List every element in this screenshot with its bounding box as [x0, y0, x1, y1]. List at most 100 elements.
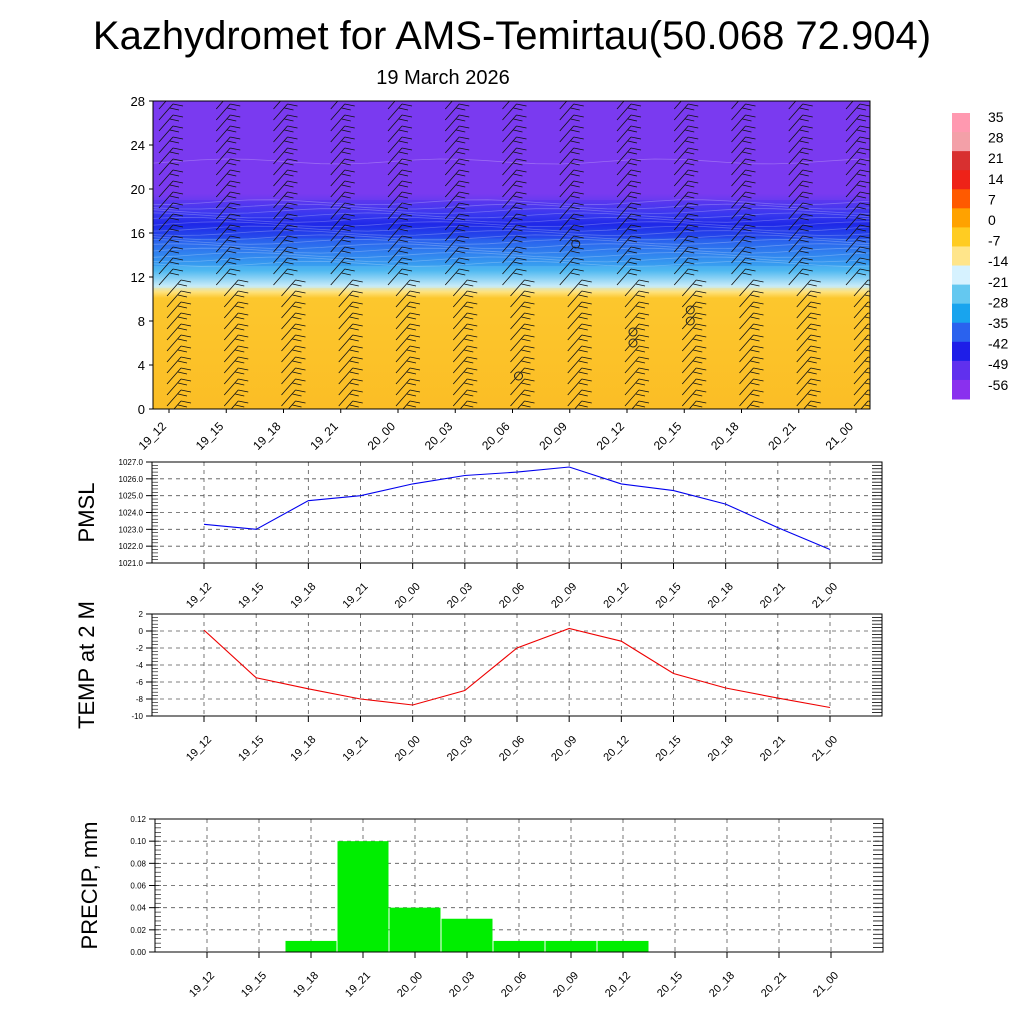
wind-barb-flag [742, 195, 752, 199]
wind-barb-staff [215, 147, 231, 165]
wind-barb-flag [635, 349, 646, 353]
wind-barb-staff [223, 345, 239, 363]
wind-barb-flag [810, 279, 821, 283]
wind-barb-flag [169, 129, 180, 133]
wind-barb [616, 191, 642, 209]
heatmap-x-tick-label: 19_15 [193, 419, 227, 453]
wind-barb [502, 169, 527, 187]
wind-barb [731, 246, 756, 264]
wind-barb-staff [845, 158, 861, 176]
wind-barb-staff [616, 114, 632, 132]
wind-barb-staff [444, 202, 460, 220]
wind-barb-staff [624, 312, 640, 330]
wind-barb-flag [467, 367, 478, 371]
colorbar-swatch [952, 303, 970, 324]
wind-barb-flag [227, 151, 237, 155]
wind-barb [281, 290, 306, 308]
wind-barb-staff [330, 136, 346, 154]
wind-barb-flag [521, 349, 531, 353]
wind-barb-flag [352, 334, 363, 338]
wind-barb-flag [169, 173, 180, 177]
wind-barb-flag [630, 257, 642, 261]
wind-barb-flag [235, 327, 245, 331]
wind-barb-flag [742, 228, 752, 232]
wind-barb-flag [292, 327, 302, 331]
wind-barb [559, 114, 584, 132]
wind-barb-staff [788, 101, 797, 110]
wind-barb-staff [559, 202, 575, 220]
wind-barb-flag [177, 360, 188, 364]
wind-barb-staff [387, 101, 396, 110]
wind-barb-staff [338, 290, 354, 308]
wind-barb [215, 213, 241, 231]
wind-barb-flag [742, 107, 752, 111]
wind-barb-staff [574, 400, 583, 409]
wind-barb [796, 312, 821, 330]
wind-barb-staff [387, 147, 403, 165]
wind-barb-staff [387, 235, 403, 253]
wind-barb-flag [238, 389, 249, 393]
contour-line-14 [153, 199, 870, 206]
wind-barb-flag [573, 158, 584, 162]
wind-barb-flag [688, 93, 698, 95]
wind-barb [223, 323, 249, 341]
wind-barb-staff [788, 257, 804, 275]
wind-barb [673, 224, 699, 242]
wind-barb-staff [673, 101, 682, 110]
precip-frame [154, 818, 884, 953]
wind-barb [387, 136, 413, 154]
wind-barb [681, 367, 707, 385]
wind-barb-flag [573, 180, 584, 184]
wind-barb-flag [799, 250, 809, 254]
wind-barb [731, 103, 756, 121]
wind-barb [502, 191, 527, 209]
wind-barb-flag [409, 290, 421, 294]
wind-barb-staff [845, 246, 861, 264]
wind-barb-flag [292, 305, 302, 309]
wind-barb-staff [281, 389, 296, 407]
wind-barb [158, 169, 184, 187]
wind-barb-flag [807, 349, 817, 353]
wind-barb-flag [459, 93, 469, 95]
wind-barb-flag [856, 250, 867, 254]
wind-barb-staff [444, 169, 460, 187]
wind-barb-staff [796, 290, 812, 308]
wind-barb-flag [406, 327, 417, 331]
wind-barb-staff [273, 101, 282, 110]
wind-barb-flag [401, 114, 413, 118]
colorbar-swatch [952, 170, 970, 190]
wind-barb-flag [630, 180, 642, 184]
precip-x-tick-label: 20_12 [603, 970, 633, 1000]
wind-barb-staff [681, 301, 697, 319]
wind-barb [796, 378, 821, 396]
colorbar-swatch [952, 246, 970, 267]
wind-barb-flag [398, 118, 409, 122]
wind-barb-flag [459, 147, 470, 151]
wind-barb [395, 312, 421, 330]
wind-barb [681, 312, 707, 330]
wind-barb [673, 180, 699, 198]
temp-x-tick-label: 20_15 [654, 734, 684, 764]
wind-barb-flag [235, 305, 245, 309]
colorbar-swatch [952, 208, 970, 228]
wind-barb [502, 224, 527, 242]
wind-barb [223, 279, 249, 297]
wind-barb-flag [401, 103, 413, 107]
wind-barb-flag [693, 316, 703, 320]
wind-barb-flag [352, 290, 363, 294]
wind-barb [338, 367, 363, 385]
wind-barb-staff [567, 356, 583, 374]
wind-barb-staff [788, 213, 804, 231]
wind-barb-staff [166, 323, 182, 341]
wind-barb-flag [513, 140, 523, 144]
wind-barb-flag [688, 169, 699, 173]
wind-barb-staff [681, 367, 697, 385]
wind-barb-flag [230, 125, 241, 129]
wind-barb-staff [215, 158, 231, 176]
wind-barb [387, 191, 413, 209]
wind-barb-flag [638, 367, 650, 371]
wind-barb-staff [330, 169, 346, 187]
precip-x-tick-label: 19_12 [187, 970, 217, 1000]
wind-barb-flag [685, 261, 695, 265]
